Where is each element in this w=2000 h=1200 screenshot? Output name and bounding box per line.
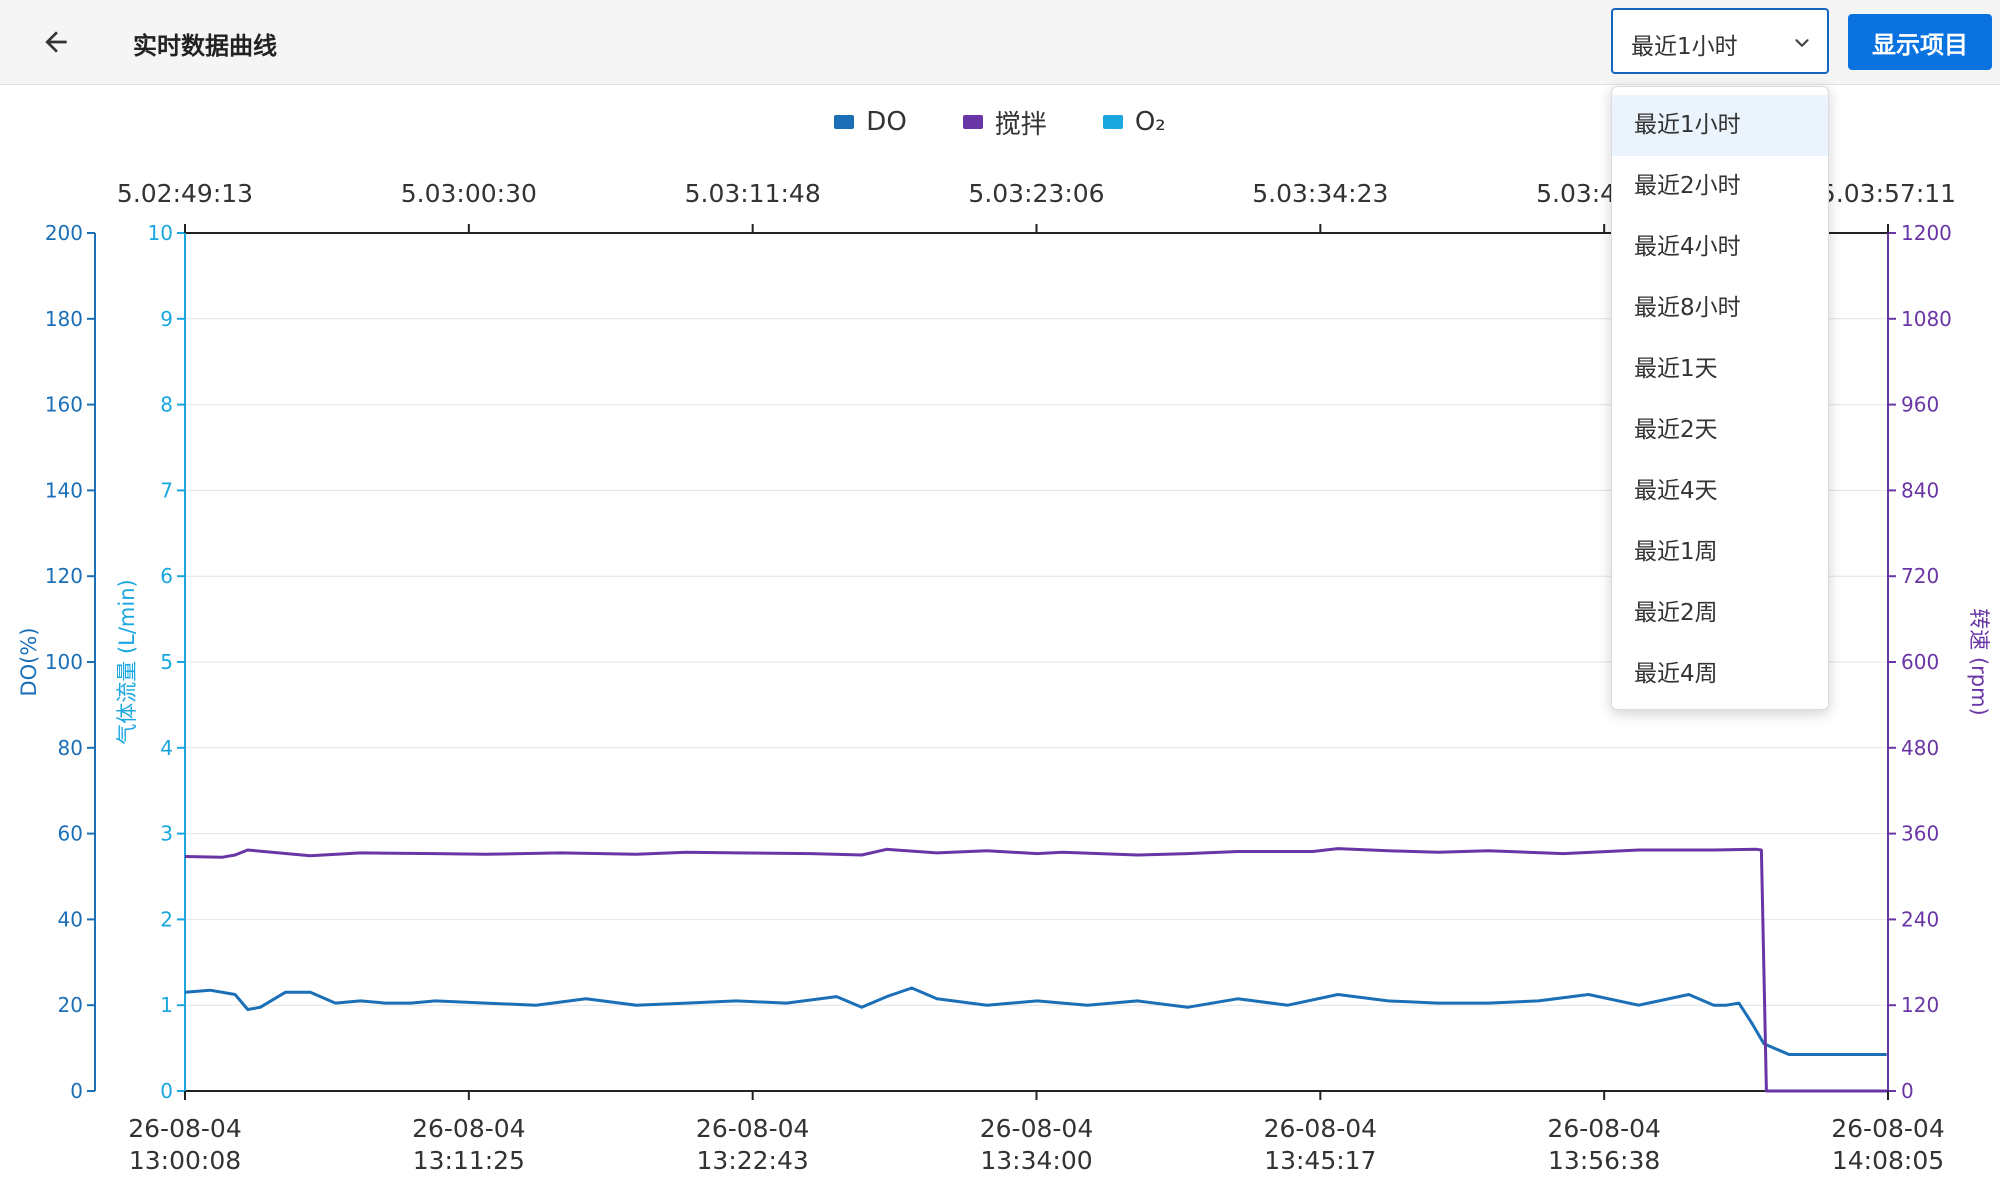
y-axis-flow-tick-label: 5 bbox=[160, 650, 173, 674]
dropdown-option-4d[interactable]: 最近4天 bbox=[1634, 478, 1718, 504]
y-axis-do-tick-label: 200 bbox=[45, 221, 83, 245]
y-axis-flow-tick-label: 4 bbox=[160, 736, 173, 760]
y-axis-flow-tick-label: 10 bbox=[148, 221, 173, 245]
legend-o2-label: O₂ bbox=[1134, 107, 1166, 137]
legend-o2-swatch bbox=[1102, 115, 1123, 129]
dropdown-option-2d[interactable]: 最近2天 bbox=[1634, 417, 1718, 443]
show-items-button[interactable]: 显示项目 bbox=[1848, 14, 1992, 70]
chevron-down-icon bbox=[1795, 39, 1809, 47]
legend-stir-label: 搅拌 bbox=[994, 109, 1047, 140]
y-axis-speed-tick-label: 120 bbox=[1901, 993, 1939, 1017]
dropdown-option-2w[interactable]: 最近2周 bbox=[1634, 600, 1718, 626]
y-axis-speed-tick-label: 720 bbox=[1901, 564, 1939, 588]
x-axis-top-tick-label: 5.03:57:11 bbox=[1820, 179, 1956, 208]
y-axis-speed-tick-label: 480 bbox=[1901, 736, 1939, 760]
series-do-line bbox=[184, 986, 1887, 1056]
dropdown-option-1d[interactable]: 最近1天 bbox=[1634, 356, 1718, 382]
y-axis-speed-tick-label: 600 bbox=[1901, 650, 1939, 674]
time-range-value: 最近1小时 bbox=[1631, 34, 1738, 60]
x-axis-bottom-tick-time: 13:34:00 bbox=[980, 1146, 1092, 1175]
x-axis-bottom-tick-date: 26-08-04 bbox=[1831, 1114, 1944, 1143]
y-axis-flow-tick-label: 6 bbox=[160, 564, 173, 588]
legend-do-swatch bbox=[834, 115, 855, 129]
y-axis-flow-tick-label: 9 bbox=[160, 307, 173, 331]
y-axis-flow-tick-label: 0 bbox=[160, 1079, 173, 1103]
x-axis-bottom-tick-date: 26-08-04 bbox=[1547, 1114, 1660, 1143]
y-axis-speed-tick-label: 840 bbox=[1901, 478, 1939, 502]
x-axis-bottom-tick-date: 26-08-04 bbox=[128, 1114, 241, 1143]
legend-stir-swatch bbox=[962, 115, 983, 129]
x-axis-top-tick-label: 5.03:34:23 bbox=[1252, 179, 1388, 208]
y-axis-flow-tick-label: 1 bbox=[160, 993, 173, 1017]
time-range-dropdown: 最近1小时 最近2小时 最近4小时 最近8小时 最近1天 最近2天 最近4天 最… bbox=[1611, 86, 1829, 710]
y-axis-speed-tick-label: 360 bbox=[1901, 822, 1939, 846]
dropdown-option-4h[interactable]: 最近4小时 bbox=[1634, 234, 1741, 260]
y-axis-speed-tick-label: 1200 bbox=[1901, 221, 1952, 245]
x-axis-bottom-tick-time: 13:56:38 bbox=[1548, 1146, 1660, 1175]
x-axis-top-tick-label: 5.03:00:30 bbox=[401, 179, 537, 208]
series-stir-line bbox=[184, 847, 1887, 1093]
y-axis-speed-tick-label: 1080 bbox=[1901, 307, 1952, 331]
y-axis-do-tick-label: 180 bbox=[45, 307, 83, 331]
legend-o2[interactable]: O₂ bbox=[1102, 107, 1166, 137]
realtime-chart: 020406080100120140160180200DO(%)01234567… bbox=[17, 179, 1991, 1175]
x-axis-bottom-tick-date: 26-08-04 bbox=[1264, 1114, 1377, 1143]
chart-legend: DO 搅拌 O₂ bbox=[0, 100, 2000, 144]
y-axis-flow-tick-label: 2 bbox=[160, 907, 173, 931]
y-axis-do-tick-label: 140 bbox=[45, 478, 83, 502]
y-axis-do-tick-label: 20 bbox=[58, 993, 83, 1017]
x-axis-bottom-tick-time: 13:45:17 bbox=[1264, 1146, 1376, 1175]
x-axis-bottom-tick-time: 13:22:43 bbox=[697, 1146, 809, 1175]
y-axis-do-tick-label: 60 bbox=[58, 822, 83, 846]
legend-stir[interactable]: 搅拌 bbox=[962, 104, 1047, 141]
page-title: 实时数据曲线 bbox=[133, 32, 277, 60]
y-axis-do-tick-label: 100 bbox=[45, 650, 83, 674]
y-axis-do-tick-label: 160 bbox=[45, 393, 83, 417]
dropdown-option-1w[interactable]: 最近1周 bbox=[1634, 539, 1718, 565]
dropdown-option-8h[interactable]: 最近8小时 bbox=[1634, 295, 1741, 321]
x-axis-top-tick-label: 5.02:49:13 bbox=[117, 179, 253, 208]
y-axis-speed-title: 转速 (rpm) bbox=[1967, 608, 1991, 715]
arrow-left-icon bbox=[45, 31, 67, 53]
x-axis-bottom-tick-date: 26-08-04 bbox=[412, 1114, 525, 1143]
x-axis-top-tick-label: 5.03:23:06 bbox=[968, 179, 1104, 208]
x-axis-bottom-tick-date: 26-08-04 bbox=[696, 1114, 809, 1143]
y-axis-do-tick-label: 0 bbox=[70, 1079, 83, 1103]
x-axis-bottom-tick-time: 13:00:08 bbox=[129, 1146, 241, 1175]
y-axis-flow-tick-label: 7 bbox=[160, 478, 173, 502]
dropdown-option-1h[interactable]: 最近1小时 bbox=[1612, 95, 1828, 156]
y-axis-do-tick-label: 120 bbox=[45, 564, 83, 588]
back-button[interactable] bbox=[32, 20, 80, 64]
y-axis-flow-tick-label: 3 bbox=[160, 822, 173, 846]
x-axis-bottom-tick-time: 14:08:05 bbox=[1832, 1146, 1944, 1175]
legend-do-label: DO bbox=[866, 107, 907, 137]
y-axis-do-tick-label: 80 bbox=[58, 736, 83, 760]
legend-do[interactable]: DO bbox=[834, 107, 907, 137]
dropdown-option-2h[interactable]: 最近2小时 bbox=[1634, 173, 1741, 199]
app-header: 实时数据曲线 最近1小时 显示项目 bbox=[0, 0, 2000, 85]
dropdown-option-4w[interactable]: 最近4周 bbox=[1634, 661, 1718, 687]
y-axis-speed-tick-label: 960 bbox=[1901, 393, 1939, 417]
x-axis-bottom-tick-date: 26-08-04 bbox=[980, 1114, 1093, 1143]
y-axis-do-title: DO(%) bbox=[17, 627, 41, 696]
x-axis-bottom-tick-time: 13:11:25 bbox=[413, 1146, 525, 1175]
y-axis-flow-tick-label: 8 bbox=[160, 393, 173, 417]
time-range-select[interactable]: 最近1小时 bbox=[1611, 8, 1829, 74]
y-axis-speed-tick-label: 0 bbox=[1901, 1079, 1914, 1103]
y-axis-do-tick-label: 40 bbox=[58, 907, 83, 931]
x-axis-top-tick-label: 5.03:11:48 bbox=[685, 179, 821, 208]
y-axis-flow-title: 气体流量 (L/min) bbox=[115, 579, 139, 744]
y-axis-speed-tick-label: 240 bbox=[1901, 907, 1939, 931]
